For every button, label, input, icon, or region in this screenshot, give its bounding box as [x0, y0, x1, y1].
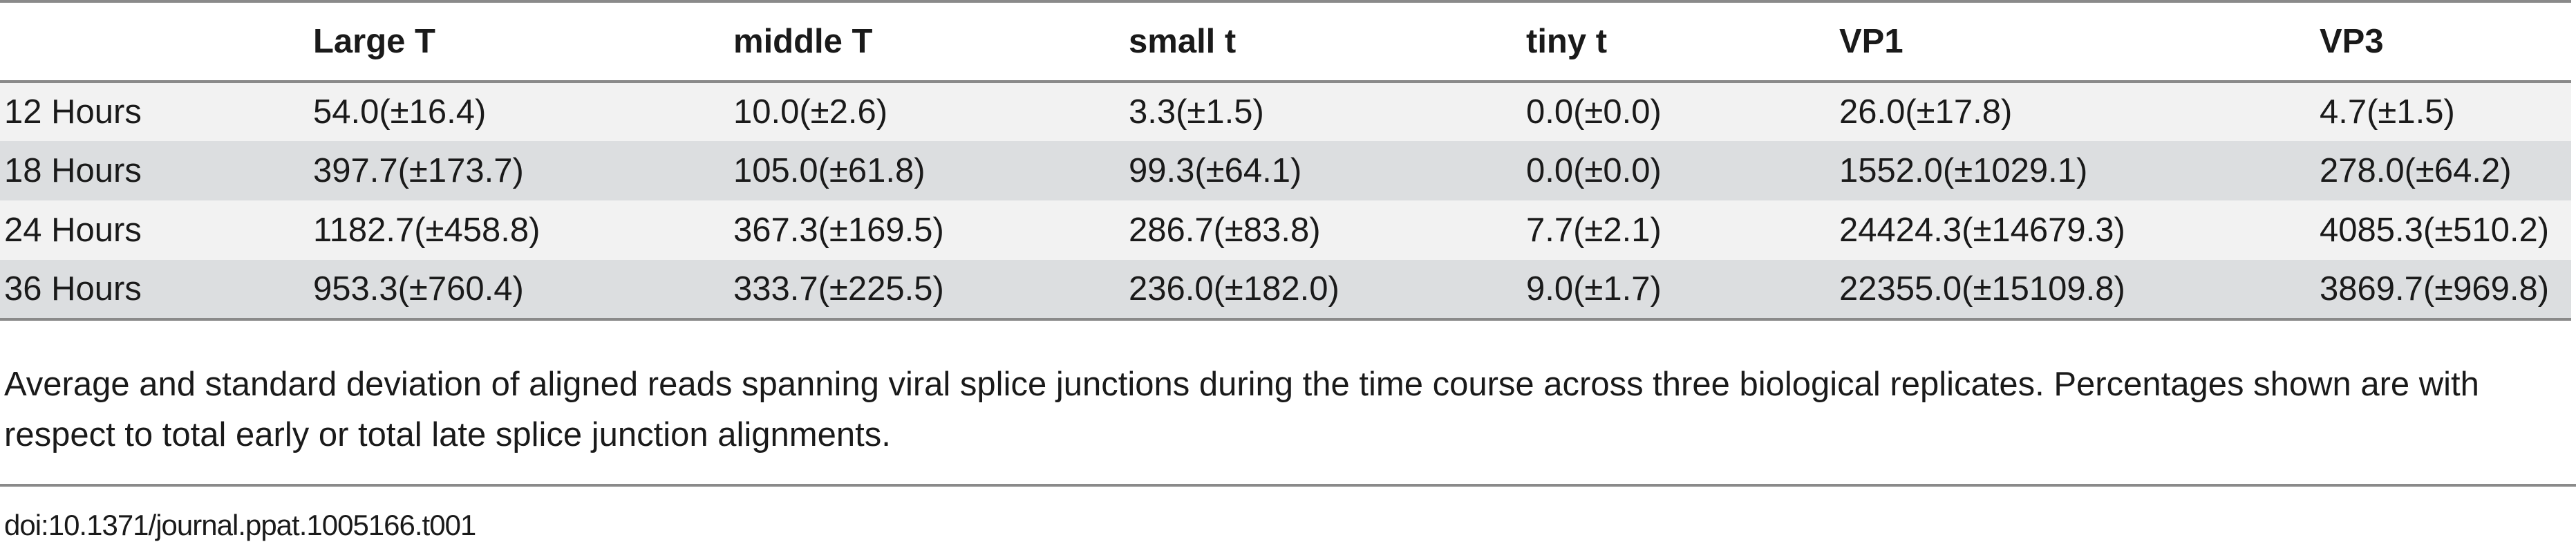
- header-cell-vp1: VP1: [1839, 23, 1903, 60]
- data-table-container: Large T middle T small t tiny t VP1 VP3 …: [0, 1, 2571, 319]
- table-cell: 1182.7(±458.8): [313, 212, 540, 249]
- table-cell: 9.0(±1.7): [1526, 270, 1662, 308]
- table-cell: 236.0(±182.0): [1129, 270, 1339, 308]
- header-cell-large-t: Large T: [313, 23, 435, 60]
- table-cell: 3.3(±1.5): [1129, 93, 1264, 131]
- table-cell: 1552.0(±1029.1): [1839, 152, 2088, 189]
- table-cell: 278.0(±64.2): [2320, 152, 2512, 189]
- header-cell-empty: [0, 1, 313, 82]
- table-caption: Average and standard deviation of aligne…: [4, 366, 2479, 453]
- table-cell: 4.7(±1.5): [2320, 93, 2455, 131]
- table-row: 18 Hours 397.7(±173.7) 105.0(±61.8) 99.3…: [0, 141, 2571, 200]
- table-cell: 397.7(±173.7): [313, 152, 524, 189]
- row-label: 24 Hours: [4, 212, 142, 249]
- splice-junction-table: Large T middle T small t tiny t VP1 VP3 …: [0, 1, 2571, 319]
- header-cell-tiny-t: tiny t: [1526, 23, 1608, 60]
- table-cell: 7.7(±2.1): [1526, 212, 1662, 249]
- row-label: 36 Hours: [4, 270, 142, 308]
- table-cell: 0.0(±0.0): [1526, 152, 1662, 189]
- table-cell: 26.0(±17.8): [1839, 93, 2013, 131]
- table-cell: 286.7(±83.8): [1129, 212, 1321, 249]
- table-cell: 24424.3(±14679.3): [1839, 212, 2125, 249]
- table-header-row: Large T middle T small t tiny t VP1 VP3: [0, 1, 2571, 82]
- header-cell-vp3: VP3: [2320, 23, 2384, 60]
- table-cell: 0.0(±0.0): [1526, 93, 1662, 131]
- table-cell: 105.0(±61.8): [733, 152, 925, 189]
- table-row: 36 Hours 953.3(±760.4) 333.7(±225.5) 236…: [0, 260, 2571, 319]
- table-cell: 54.0(±16.4): [313, 93, 487, 131]
- table-cell: 4085.3(±510.2): [2320, 212, 2550, 249]
- table-cell: 22355.0(±15109.8): [1839, 270, 2125, 308]
- header-cell-middle-t: middle T: [733, 23, 873, 60]
- table-cell: 953.3(±760.4): [313, 270, 524, 308]
- table-cell: 10.0(±2.6): [733, 93, 888, 131]
- table-row: 12 Hours 54.0(±16.4) 10.0(±2.6) 3.3(±1.5…: [0, 82, 2571, 141]
- header-cell-small-t: small t: [1129, 23, 1237, 60]
- table-cell: 3869.7(±969.8): [2320, 270, 2550, 308]
- table-cell: 333.7(±225.5): [733, 270, 944, 308]
- table-row: 24 Hours 1182.7(±458.8) 367.3(±169.5) 28…: [0, 200, 2571, 260]
- table-cell: 99.3(±64.1): [1129, 152, 1302, 189]
- footer-divider: [0, 484, 2576, 487]
- table-cell: 367.3(±169.5): [733, 212, 944, 249]
- doi-label: doi:10.1371/journal.ppat.1005166.t001: [4, 509, 476, 541]
- row-label: 18 Hours: [4, 152, 142, 189]
- row-label: 12 Hours: [4, 93, 142, 131]
